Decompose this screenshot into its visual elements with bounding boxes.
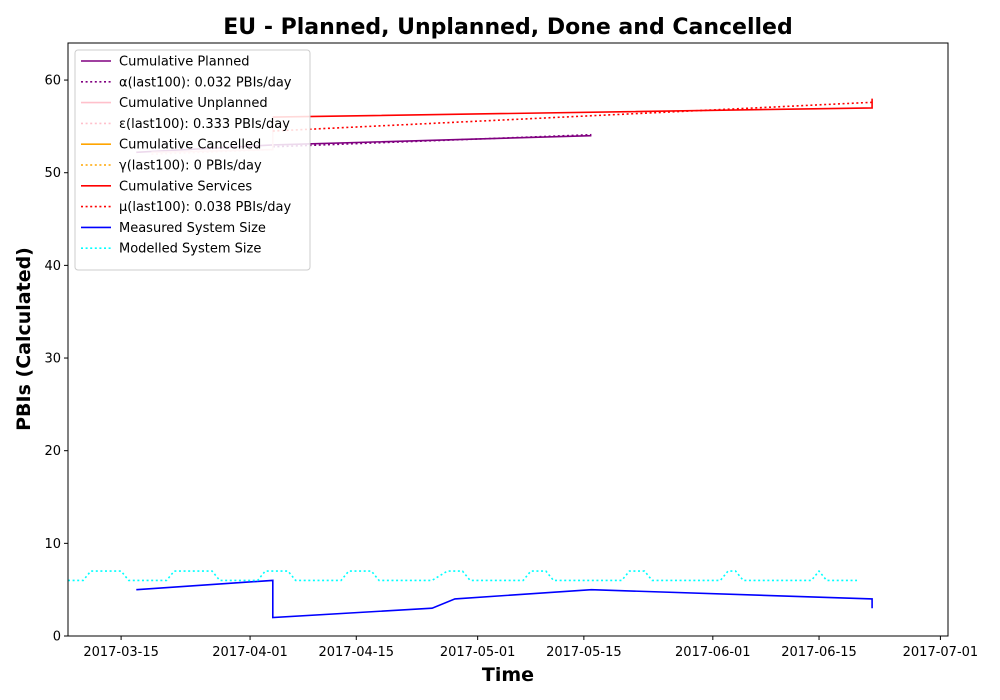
- y-tick-label-0: 0: [53, 630, 61, 645]
- y-tick-label-20: 20: [44, 444, 61, 459]
- series-line-modelled-system-size: [68, 569, 857, 582]
- series-line-last100-0-038-pbis-day: [272, 101, 873, 132]
- series-line-measured-system-size: [136, 579, 873, 619]
- x-tick-label-2017-05-01: 2017-05-01: [440, 645, 516, 660]
- legend-entry-last100-0-032-pbis-day: α(last100): 0.032 PBIs/day: [119, 75, 292, 90]
- x-tick-label-2017-07-01: 2017-07-01: [903, 645, 979, 660]
- y-tick-label-40: 40: [44, 259, 61, 274]
- series-line-cumulative-services: [272, 98, 873, 118]
- x-tick-label-2017-04-15: 2017-04-15: [318, 645, 394, 660]
- legend-entry-last100-0-pbis-day: γ(last100): 0 PBIs/day: [119, 159, 262, 174]
- x-tick-label-2017-03-15: 2017-03-15: [83, 645, 159, 660]
- chart-title: EU - Planned, Unplanned, Done and Cancel…: [223, 15, 792, 40]
- y-tick-label-60: 60: [44, 74, 61, 89]
- y-tick-label-10: 10: [44, 537, 61, 552]
- legend-entry-modelled-system-size: Modelled System Size: [119, 242, 261, 257]
- legend-entry-cumulative-planned: Cumulative Planned: [119, 55, 249, 70]
- y-axis-label: PBIs (Calculated): [13, 247, 35, 431]
- legend-box: [74, 49, 311, 271]
- plot-frame: [67, 42, 949, 637]
- legend-entry-cumulative-services: Cumulative Services: [119, 179, 252, 194]
- legend-entry-cumulative-unplanned: Cumulative Unplanned: [119, 96, 268, 111]
- legend-entry-cumulative-cancelled: Cumulative Cancelled: [119, 138, 261, 153]
- legend: Cumulative Planned α(last100): 0.032 PBIs…: [74, 49, 311, 271]
- y-tick-label-50: 50: [44, 166, 61, 181]
- legend-entry-last100-0-038-pbis-day: μ(last100): 0.038 PBIs/day: [119, 200, 291, 215]
- x-tick-label-2017-06-01: 2017-06-01: [675, 645, 751, 660]
- y-tick-label-30: 30: [44, 352, 61, 367]
- x-axis-label: Time: [482, 664, 534, 686]
- x-tick-label-2017-06-15: 2017-06-15: [781, 645, 857, 660]
- x-tick-label-2017-05-15: 2017-05-15: [546, 645, 622, 660]
- plot-area: 2017-03-15 2017-04-01 2017-04-15 2017-05-01…: [44, 42, 979, 660]
- x-tick-label-2017-04-01: 2017-04-01: [212, 645, 288, 660]
- legend-entry-last100-0-333-pbis-day: ε(last100): 0.333 PBIs/day: [119, 117, 290, 132]
- legend-entry-measured-system-size: Measured System Size: [119, 221, 266, 236]
